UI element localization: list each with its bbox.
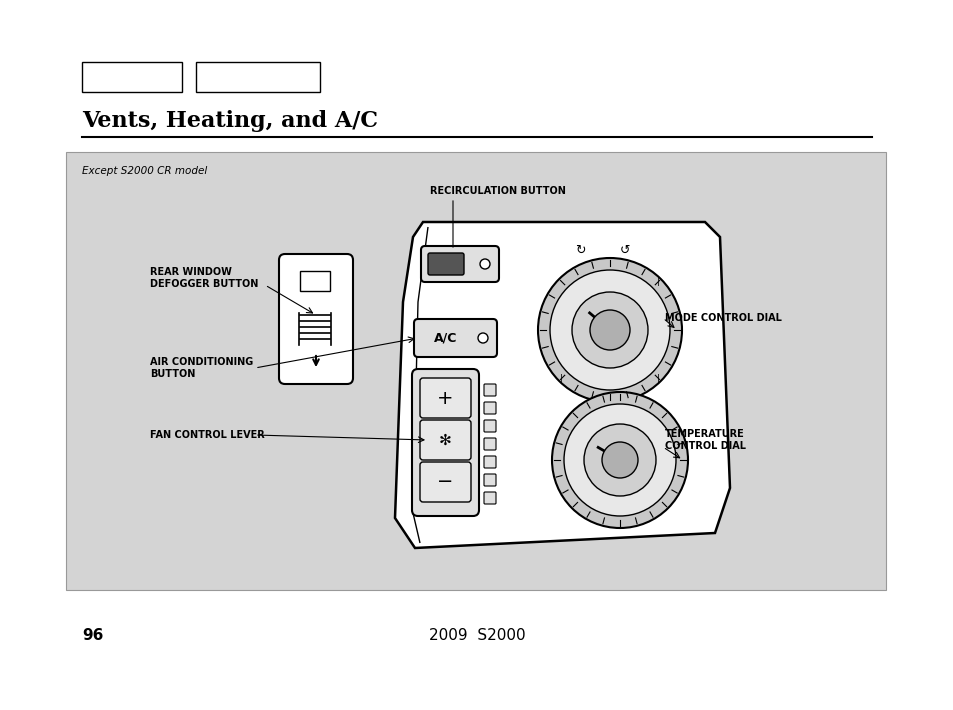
Circle shape bbox=[550, 270, 669, 390]
Circle shape bbox=[589, 310, 629, 350]
Text: ✻: ✻ bbox=[438, 432, 452, 447]
Text: Except S2000 CR model: Except S2000 CR model bbox=[82, 166, 207, 176]
FancyBboxPatch shape bbox=[483, 474, 496, 486]
FancyBboxPatch shape bbox=[483, 492, 496, 504]
Circle shape bbox=[477, 333, 488, 343]
FancyBboxPatch shape bbox=[414, 319, 497, 357]
Text: Vents, Heating, and A/C: Vents, Heating, and A/C bbox=[82, 110, 377, 132]
FancyBboxPatch shape bbox=[419, 378, 471, 418]
Circle shape bbox=[563, 404, 676, 516]
FancyBboxPatch shape bbox=[82, 62, 182, 92]
Text: FAN CONTROL LEVER: FAN CONTROL LEVER bbox=[150, 430, 265, 440]
FancyBboxPatch shape bbox=[66, 152, 885, 590]
Text: |: | bbox=[656, 278, 659, 286]
FancyBboxPatch shape bbox=[483, 438, 496, 450]
FancyBboxPatch shape bbox=[299, 271, 330, 291]
Text: 2009  S2000: 2009 S2000 bbox=[428, 628, 525, 643]
Text: 96: 96 bbox=[82, 628, 103, 643]
Text: A/C: A/C bbox=[434, 332, 457, 344]
FancyBboxPatch shape bbox=[412, 369, 478, 516]
Text: ↺: ↺ bbox=[619, 244, 630, 256]
FancyBboxPatch shape bbox=[419, 420, 471, 460]
Text: −: − bbox=[436, 472, 454, 491]
Text: MODE CONTROL DIAL: MODE CONTROL DIAL bbox=[664, 313, 781, 323]
FancyBboxPatch shape bbox=[278, 254, 353, 384]
FancyBboxPatch shape bbox=[419, 462, 471, 502]
Text: +: + bbox=[436, 388, 454, 408]
FancyBboxPatch shape bbox=[428, 253, 463, 275]
FancyBboxPatch shape bbox=[195, 62, 319, 92]
Circle shape bbox=[572, 292, 647, 368]
FancyBboxPatch shape bbox=[420, 246, 498, 282]
FancyBboxPatch shape bbox=[483, 456, 496, 468]
FancyBboxPatch shape bbox=[483, 420, 496, 432]
Circle shape bbox=[537, 258, 681, 402]
Circle shape bbox=[601, 442, 638, 478]
Text: REAR WINDOW
DEFOGGER BUTTON: REAR WINDOW DEFOGGER BUTTON bbox=[150, 267, 258, 289]
Text: |: | bbox=[656, 373, 659, 383]
Text: TEMPERATURE
CONTROL DIAL: TEMPERATURE CONTROL DIAL bbox=[664, 430, 745, 451]
Text: AIR CONDITIONING
BUTTON: AIR CONDITIONING BUTTON bbox=[150, 357, 253, 379]
Circle shape bbox=[583, 424, 656, 496]
Text: RECIRCULATION BUTTON: RECIRCULATION BUTTON bbox=[430, 186, 565, 196]
Circle shape bbox=[552, 392, 687, 528]
FancyBboxPatch shape bbox=[483, 402, 496, 414]
Circle shape bbox=[479, 259, 490, 269]
FancyBboxPatch shape bbox=[483, 384, 496, 396]
Polygon shape bbox=[395, 222, 729, 548]
Text: ↻: ↻ bbox=[574, 244, 584, 256]
Text: |: | bbox=[560, 373, 563, 383]
